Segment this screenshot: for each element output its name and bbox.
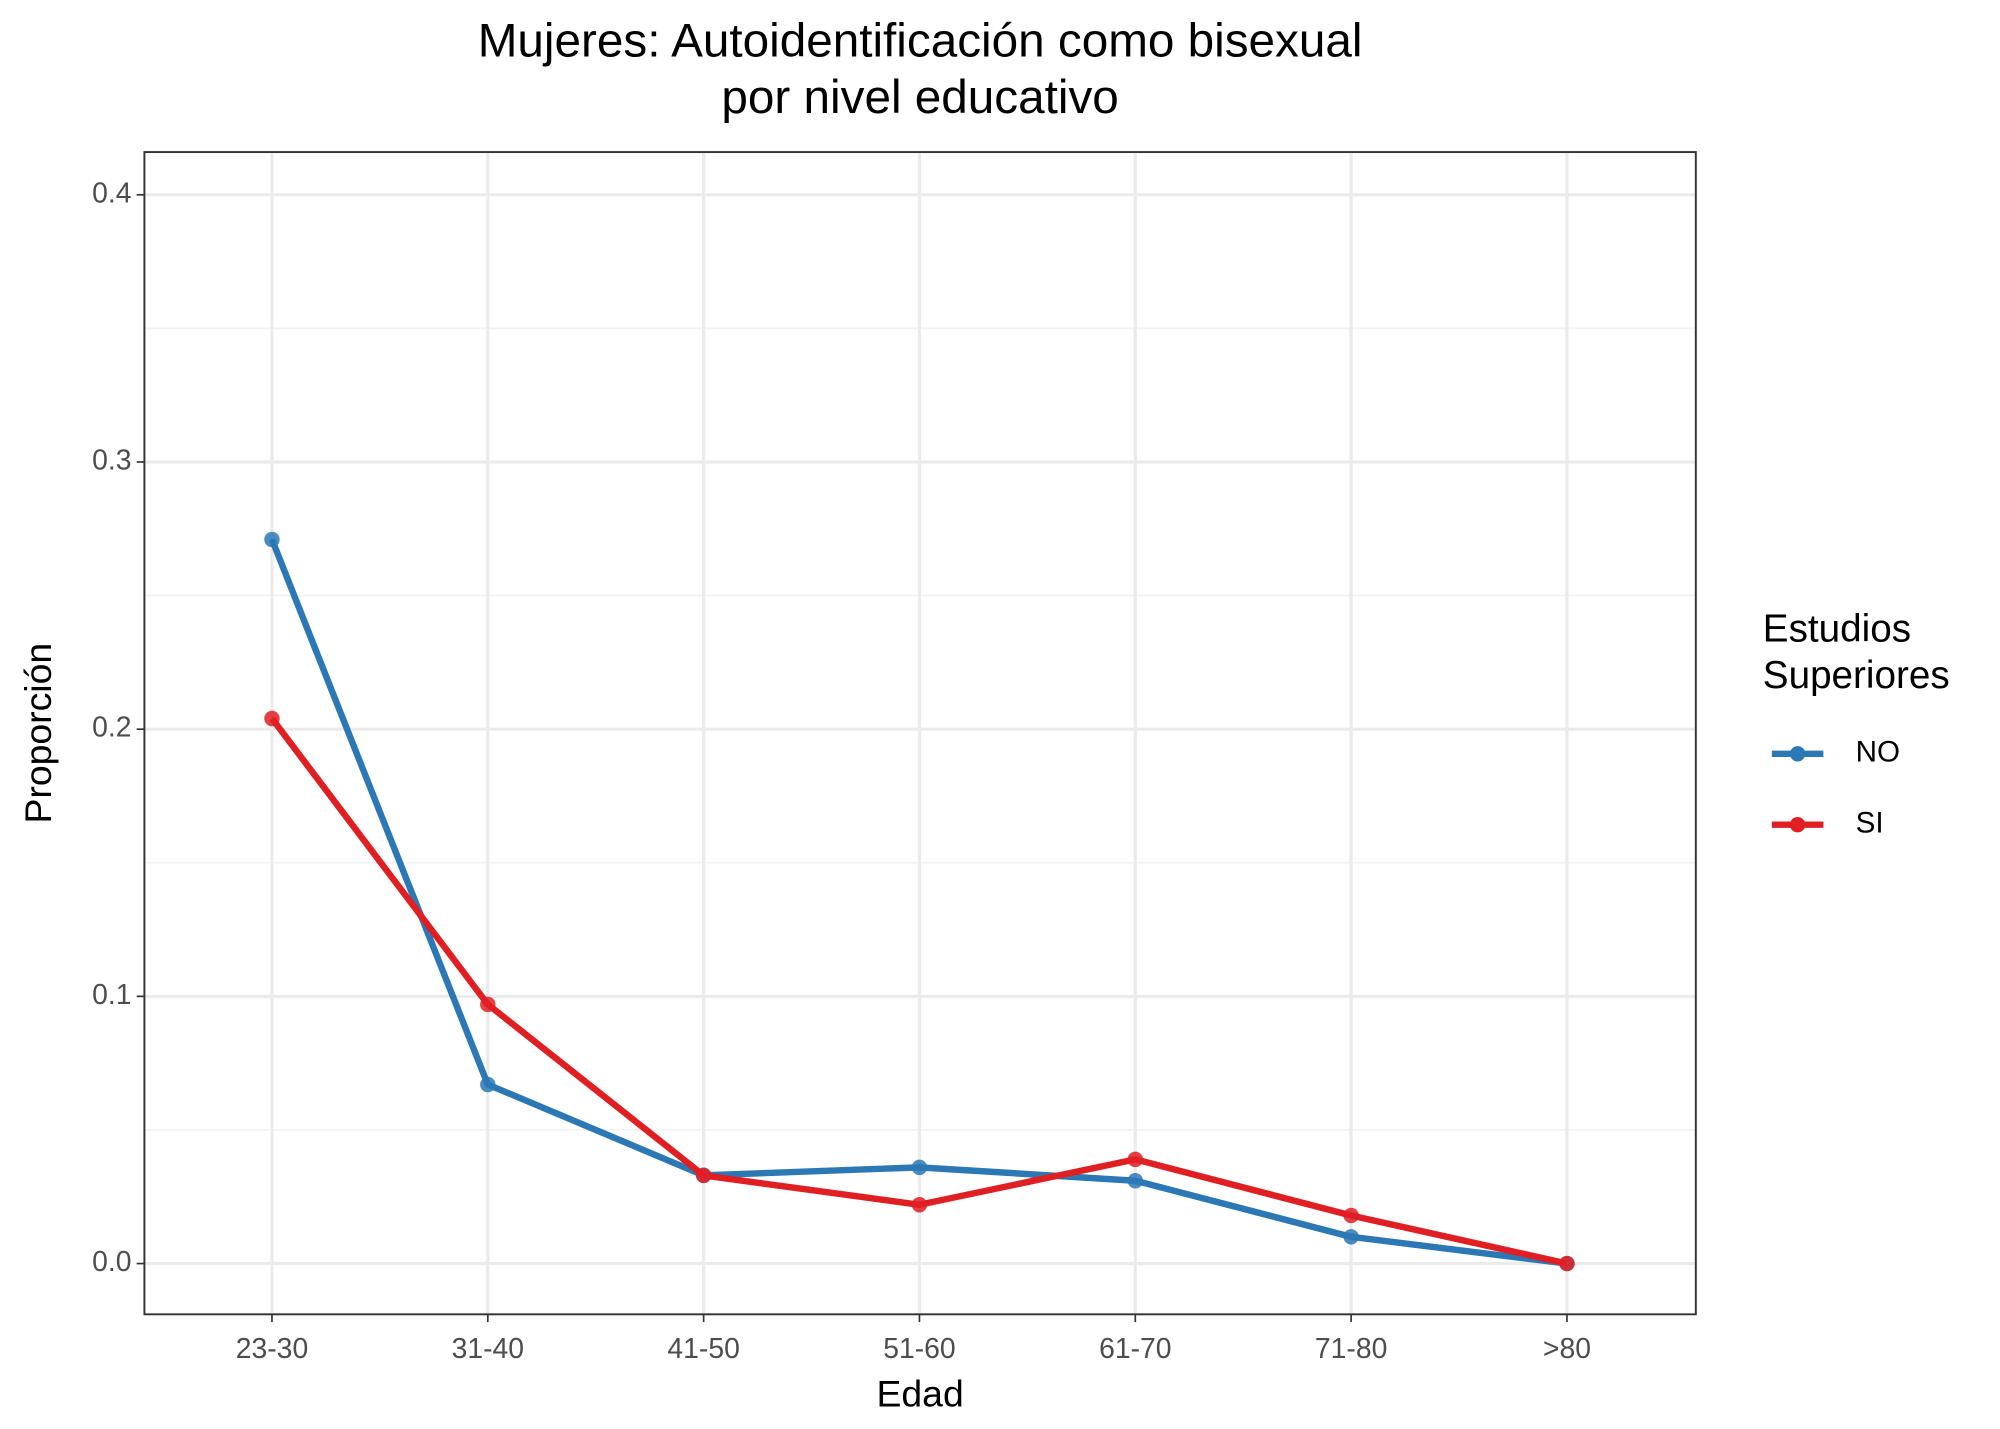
legend-title: Superiores: [1763, 654, 1950, 697]
x-axis-title: Edad: [876, 1373, 963, 1415]
point: [1127, 1151, 1144, 1168]
legend-key: [1789, 746, 1806, 762]
point: [911, 1197, 928, 1213]
y-tick-label: 0.4: [92, 177, 131, 209]
y-tick-label: 0.0: [92, 1246, 131, 1278]
y-axis-title: Proporción: [17, 643, 59, 824]
point: [264, 710, 280, 727]
legend-label: SI: [1856, 806, 1884, 839]
x-tick-label: 71-80: [1315, 1333, 1387, 1365]
point: [480, 1076, 496, 1093]
point: [1343, 1229, 1359, 1245]
x-tick-label: 23-30: [236, 1333, 308, 1365]
point: [911, 1159, 928, 1176]
x-tick-label: 41-50: [667, 1333, 739, 1365]
x-tick-label: 51-60: [883, 1333, 955, 1365]
x-tick-label: >80: [1543, 1333, 1591, 1365]
x-tick-label: 31-40: [452, 1333, 524, 1365]
legend-label: NO: [1856, 736, 1900, 769]
y-tick-label: 0.3: [92, 444, 131, 476]
chart-title: por nivel educativo: [721, 71, 1118, 124]
point: [264, 531, 280, 548]
point: [695, 1167, 712, 1184]
point: [1559, 1255, 1575, 1272]
legend-key: [1789, 816, 1806, 833]
y-tick-label: 0.2: [92, 712, 131, 744]
point: [1343, 1207, 1359, 1224]
point: [480, 996, 496, 1013]
chart-title: Mujeres: Autoidentificación como bisexua…: [478, 14, 1363, 67]
point: [1127, 1172, 1144, 1189]
x-tick-label: 61-70: [1099, 1333, 1171, 1365]
panel-border: [143, 151, 1697, 1316]
y-tick-label: 0.1: [92, 979, 131, 1011]
legend-title: Estudios: [1763, 608, 1911, 651]
